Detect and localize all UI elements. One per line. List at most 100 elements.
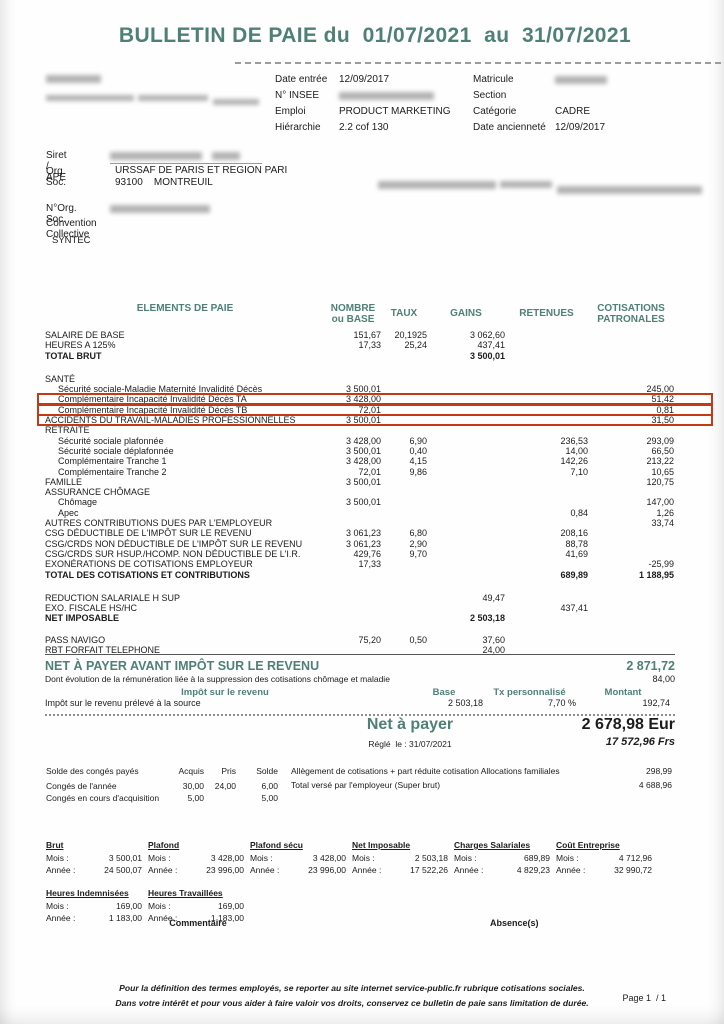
pay-row-taux [381, 425, 427, 435]
pay-row: HEURES A 125% 17,33 25,24 437,41 [45, 340, 675, 350]
summary-group-title: Plafond sécu [250, 840, 303, 850]
employer-total-label: Allègement de cotisations + part réduite… [291, 766, 560, 776]
info-row: Emploi PRODUCT MARKETING Catégorie CADRE [275, 106, 721, 122]
pay-row-label: Apec [58, 507, 79, 518]
summary-group: Heures Indemnisées Mois : 169,00 Année : 1 1… [46, 888, 142, 924]
pay-row: CSG/CRDS NON DÉDUCTIBLE DE L'IMPÔT SUR L… [45, 539, 675, 549]
info-label-right: Date ancienneté [473, 122, 546, 133]
mois-label: Mois : [556, 853, 579, 863]
pay-row: Chômage 3 500,01 147,00 [45, 497, 675, 507]
info-value-left [339, 90, 473, 103]
leave-balance-block: Solde des congés payés Acquis Pris Solde Con… [46, 766, 278, 803]
pay-row: Sécurité sociale-Maladie Maternité Inval… [45, 384, 675, 394]
pay-row-retenues: 437,41 [560, 603, 588, 614]
summary-annee-row: Année : 1 183,00 [46, 912, 142, 924]
net-pay-section: Net à payer 2 678,98 Eur Réglé le : 31/0… [45, 716, 675, 750]
employer-total-row: Total versé par l'employeur (Super brut)… [291, 780, 672, 790]
pay-row-label: TOTAL DES COTISATIONS ET CONTRIBUTIONS [45, 569, 250, 580]
pay-row-label: TOTAL BRUT [45, 350, 102, 361]
net-pay-francs: 17 572,96 Frs [605, 736, 675, 748]
info-row: Hiérarchie 2.2 cof 130 Date ancienneté 12/0… [275, 122, 721, 138]
summary-group: Net Imposable Mois : 2 503,18 Année : 17 522… [352, 840, 448, 876]
summary-group-title: Charges Salariales [454, 840, 531, 850]
pay-row-label: SALAIRE DE BASE [45, 330, 125, 340]
mois-label: Mois : [46, 901, 69, 911]
pay-row-patronales [588, 593, 674, 603]
redacted-value [555, 76, 607, 84]
pay-row-base [325, 593, 381, 603]
tax-tx-header: Tx personnalisé [493, 687, 566, 698]
col-taux: TAUX [390, 308, 418, 319]
pay-row: CSG DÉDUCTIBLE DE L'IMPÔT SUR LE REVENU 3… [45, 528, 675, 538]
pay-row-taux [381, 477, 427, 487]
pay-row-patronales: 10,65 [651, 466, 674, 477]
pay-row-base [325, 613, 381, 623]
pay-row-base: 17,33 [358, 340, 381, 351]
summary-mois-row: Mois : 169,00 [46, 900, 142, 912]
pay-row-base: 3 500,01 [345, 415, 381, 426]
col-elements: ELEMENTS DE PAIE [136, 303, 234, 314]
pay-row-taux: 25,24 [404, 340, 427, 351]
pay-row-patronales [588, 351, 674, 361]
pay-row-retenues [505, 405, 588, 415]
pay-row-label: RETRAITE [45, 425, 90, 436]
cumulative-summary: Brut Mois : 3 500,01 Année : 24 500,07 Plafon… [46, 840, 664, 924]
siret-ape-label: Siret / APE [46, 150, 67, 183]
pay-row-gains: 37,60 [482, 634, 505, 645]
pay-row-gains [427, 467, 505, 477]
pay-row-patronales: 51,42 [651, 394, 674, 405]
pay-row: Complémentaire Tranche 2 72,01 9,86 7,10 10,… [45, 467, 675, 477]
net-before-title: NET À PAYER AVANT IMPÔT SUR LE REVENU [45, 659, 320, 673]
leave-header: Solde des congés payés Acquis Pris Solde [46, 766, 278, 776]
summary-group-title: Heures Travaillées [148, 888, 223, 898]
pay-row-retenues [505, 613, 588, 623]
pay-row-base: 429,76 [353, 548, 381, 559]
pay-row-retenues [505, 497, 588, 507]
pay-row-label: Complémentaire Tranche 2 [58, 466, 167, 477]
org-soc-label: Org. Soc. [46, 166, 67, 188]
pay-row-taux: 9,70 [409, 548, 427, 559]
pay-row-label: Complémentaire Incapacité Invalidité Déc… [58, 404, 248, 415]
pay-row-gains [427, 528, 505, 538]
pay-row-retenues: 236,53 [560, 435, 588, 446]
pay-row-taux: 20,1925 [394, 330, 427, 340]
mois-label: Mois : [148, 901, 171, 911]
pay-row-base [325, 351, 381, 361]
pay-row-taux: 2,90 [409, 538, 427, 549]
info-row: Date entrée 12/09/2017 Matricule [275, 74, 721, 90]
pay-row-patronales [588, 340, 674, 350]
pay-row-base [325, 570, 381, 580]
org-soc-line1: URSSAF DE PARIS ET REGION PARI [115, 165, 288, 176]
pay-row-base [325, 508, 381, 518]
pay-row-patronales: 0,81 [656, 404, 674, 415]
summary-annee-row: Année : 17 522,26 [352, 864, 448, 876]
row-spacer [45, 580, 675, 593]
pay-row-taux [381, 374, 427, 384]
pay-row-base: 3 428,00 [345, 435, 381, 446]
tax-row-tx: 7,70 % [547, 698, 576, 708]
mois-value: 3 428,00 [210, 853, 244, 863]
pay-row-gains [427, 518, 505, 528]
info-label-left: Hiérarchie [275, 122, 321, 133]
leave-row: Congés de l'année 30,00 24,00 6,00 [46, 781, 278, 791]
pay-row-label: CSG/CRDS NON DÉDUCTIBLE DE L'IMPÔT SUR L… [45, 538, 303, 549]
net-before-note: Dont évolution de la rémunération liée à… [45, 674, 390, 684]
net-pay-label: Net à payer [366, 716, 454, 733]
pay-row-base [325, 374, 381, 384]
annee-label: Année : [46, 913, 76, 923]
mois-label: Mois : [46, 853, 69, 863]
row-spacer [45, 624, 675, 635]
pay-row: SALAIRE DE BASE 151,67 20,1925 3 062,60 [45, 330, 675, 340]
pay-row-gains [427, 508, 505, 518]
row-spacer [45, 361, 675, 374]
pay-row-gains: 3 500,01 [469, 350, 505, 361]
summary-annee-row: Année : 4 829,23 [454, 864, 550, 876]
pay-row-patronales [588, 330, 674, 340]
summary-mois-row: Mois : 4 712,96 [556, 852, 652, 864]
pay-row-gains [427, 559, 505, 569]
tax-row-base: 2 503,18 [447, 698, 483, 708]
employer-total-label: Total versé par l'employeur (Super brut) [291, 780, 441, 790]
annee-value: 23 996,00 [308, 865, 346, 875]
pay-row-taux [381, 613, 427, 623]
convention-value: SYNTEC [52, 235, 91, 246]
